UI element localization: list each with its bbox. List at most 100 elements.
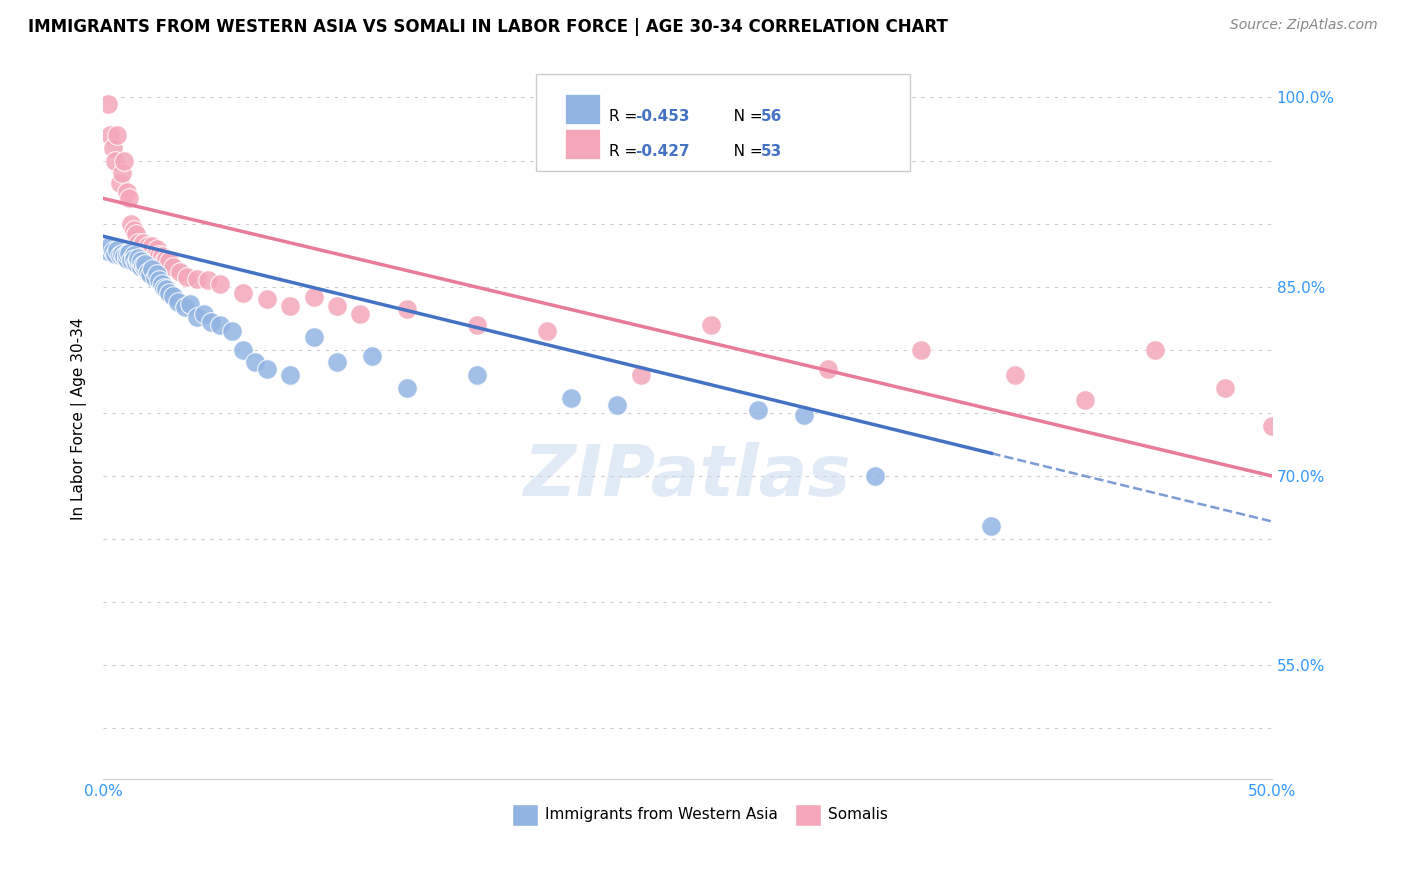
Point: [169, 264, 191, 278]
Point: [232, 286, 254, 301]
Text: IMMIGRANTS FROM WESTERN ASIA VS SOMALI IN LABOR FORCE | AGE 30-34 CORRELATION CH: IMMIGRANTS FROM WESTERN ASIA VS SOMALI I…: [28, 18, 948, 36]
FancyBboxPatch shape: [512, 804, 538, 826]
Text: -0.427: -0.427: [636, 144, 689, 159]
Text: R =: R =: [609, 109, 643, 124]
Point: [125, 256, 148, 270]
Text: N =: N =: [718, 109, 768, 124]
Point: [125, 227, 148, 241]
Point: [101, 141, 124, 155]
Point: [630, 368, 652, 382]
Point: [326, 299, 349, 313]
Point: [863, 469, 886, 483]
Text: Source: ZipAtlas.com: Source: ZipAtlas.com: [1230, 18, 1378, 32]
Point: [111, 166, 134, 180]
Point: [148, 273, 170, 287]
Point: [221, 324, 243, 338]
Text: -0.453: -0.453: [636, 109, 689, 124]
Point: [243, 355, 266, 369]
Point: [155, 252, 177, 266]
FancyBboxPatch shape: [536, 74, 910, 171]
Point: [105, 243, 128, 257]
Point: [122, 248, 145, 262]
Point: [129, 239, 152, 253]
Point: [115, 252, 138, 266]
Point: [98, 239, 121, 253]
Point: [278, 299, 301, 313]
Point: [157, 254, 180, 268]
Point: [112, 153, 135, 168]
Point: [122, 252, 145, 266]
Point: [111, 247, 134, 261]
Point: [129, 260, 152, 274]
Point: [560, 391, 582, 405]
Point: [1284, 318, 1306, 332]
Point: [256, 293, 278, 307]
Point: [134, 244, 156, 259]
Point: [146, 267, 169, 281]
Point: [112, 249, 135, 263]
Point: [232, 343, 254, 357]
Point: [1144, 343, 1167, 357]
Point: [155, 282, 177, 296]
Point: [104, 247, 127, 261]
Text: Somalis: Somalis: [828, 807, 887, 822]
Point: [980, 519, 1002, 533]
Point: [256, 361, 278, 376]
Point: [136, 264, 159, 278]
Point: [396, 381, 419, 395]
Point: [127, 251, 149, 265]
Text: 53: 53: [761, 144, 782, 159]
Point: [209, 277, 232, 292]
Point: [793, 409, 815, 423]
Point: [134, 260, 156, 275]
Point: [143, 271, 166, 285]
Point: [127, 235, 149, 250]
Point: [115, 185, 138, 199]
Point: [105, 128, 128, 143]
Point: [118, 245, 141, 260]
Point: [150, 249, 173, 263]
FancyBboxPatch shape: [565, 95, 600, 124]
Point: [396, 302, 419, 317]
Point: [108, 176, 131, 190]
Point: [120, 253, 142, 268]
Point: [465, 368, 488, 382]
Y-axis label: In Labor Force | Age 30-34: In Labor Force | Age 30-34: [72, 318, 87, 520]
Point: [146, 242, 169, 256]
Text: N =: N =: [718, 144, 768, 159]
Text: ZIPatlas: ZIPatlas: [524, 442, 851, 511]
Point: [174, 300, 197, 314]
Point: [127, 254, 149, 268]
Point: [104, 153, 127, 168]
Point: [197, 273, 219, 287]
Point: [118, 191, 141, 205]
Point: [148, 248, 170, 262]
Point: [1330, 545, 1353, 559]
Point: [200, 315, 222, 329]
Text: 56: 56: [761, 109, 783, 124]
Point: [361, 349, 384, 363]
Point: [162, 260, 184, 274]
Point: [101, 244, 124, 259]
Point: [700, 318, 723, 332]
FancyBboxPatch shape: [565, 128, 600, 159]
FancyBboxPatch shape: [794, 804, 821, 826]
Point: [139, 244, 162, 259]
Point: [97, 96, 120, 111]
Point: [910, 343, 932, 357]
Point: [193, 308, 215, 322]
Point: [129, 254, 152, 268]
Point: [302, 330, 325, 344]
Point: [132, 235, 155, 250]
Point: [1261, 418, 1284, 433]
Point: [139, 267, 162, 281]
Point: [141, 262, 163, 277]
Point: [167, 294, 190, 309]
Point: [326, 355, 349, 369]
Point: [747, 403, 769, 417]
Point: [150, 277, 173, 292]
Point: [209, 318, 232, 332]
Point: [176, 269, 198, 284]
Point: [97, 244, 120, 259]
Point: [157, 286, 180, 301]
